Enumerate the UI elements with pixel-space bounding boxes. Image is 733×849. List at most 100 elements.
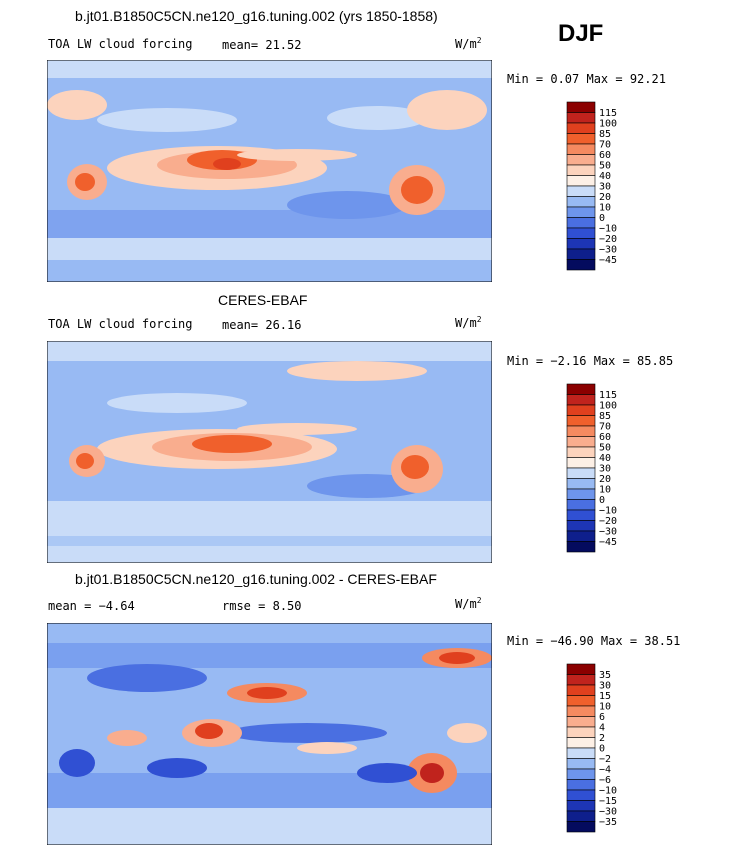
- mean-label: mean= 21.52: [222, 38, 301, 52]
- colorbar-swatch: [566, 122, 596, 134]
- colorbar-tick-label: 115: [599, 108, 617, 119]
- colorbar-swatch: [566, 509, 596, 521]
- colorbar-tick-label: −10: [599, 786, 617, 797]
- colorbar-swatch: [566, 478, 596, 490]
- colorbar-swatch: [566, 488, 596, 500]
- colorbar-tick-label: 60: [599, 432, 611, 443]
- mean-value: 21.52: [265, 38, 302, 52]
- colorbar-tick-label: 100: [599, 401, 617, 412]
- colorbar-swatch: [566, 259, 596, 271]
- mean-label: mean= 26.16: [222, 318, 301, 332]
- colorbar-tick-label: 30: [599, 681, 611, 692]
- colorbar-swatch: [566, 705, 596, 717]
- colorbar-tick-label: −2: [599, 754, 611, 765]
- colorbar-tick-label: 10: [599, 702, 611, 713]
- colorbar-tick-label: 20: [599, 474, 611, 485]
- colorbar-tick-label: −30: [599, 807, 617, 818]
- colorbar-swatch: [566, 436, 596, 448]
- colorbar-tick-label: 70: [599, 140, 611, 151]
- colorbar-swatch: [566, 663, 596, 675]
- colorbar-tick-label: −4: [599, 765, 611, 776]
- colorbar-swatch: [566, 143, 596, 155]
- colorbar-tick-label: 10: [599, 485, 611, 496]
- minmax-label: Min = −46.90 Max = 38.51: [507, 634, 681, 648]
- colorbar-swatch: [566, 457, 596, 469]
- colorbar-tick-label: 35: [599, 670, 611, 681]
- colorbar-tick-label: −35: [599, 817, 617, 828]
- units-exp: 2: [476, 596, 482, 605]
- units-label: W/m2: [455, 315, 482, 330]
- colorbar-tick-label: −30: [599, 527, 617, 538]
- colorbar-swatch: [566, 467, 596, 479]
- colorbar-swatch: [566, 789, 596, 801]
- colorbar-swatch: [566, 716, 596, 728]
- colorbar-tick-label: 40: [599, 171, 611, 182]
- colorbar-swatch: [566, 164, 596, 176]
- colorbar-swatch: [566, 684, 596, 696]
- colorbar-tick-label: −10: [599, 224, 617, 235]
- colorbar-tick-label: −10: [599, 506, 617, 517]
- colorbar-tick-label: 30: [599, 182, 611, 193]
- colorbar-tick-label: 100: [599, 119, 617, 130]
- colorbar-swatch: [566, 758, 596, 770]
- map-panel-model: [47, 60, 492, 282]
- colorbar-tick-label: 40: [599, 453, 611, 464]
- colorbar-swatch: [566, 737, 596, 749]
- colorbar-swatch: [566, 206, 596, 218]
- colorbar-tick-label: 20: [599, 192, 611, 203]
- colorbar-tick-label: 30: [599, 464, 611, 475]
- colorbar-tick-label: 85: [599, 411, 611, 422]
- colorbar-tick-label: −30: [599, 245, 617, 256]
- mean-key: mean=: [222, 318, 259, 332]
- colorbar-swatch: [566, 175, 596, 187]
- minmax-label: Min = 0.07 Max = 92.21: [507, 72, 666, 86]
- colorbar-tick-label: 50: [599, 443, 611, 454]
- colorbar-swatch: [566, 248, 596, 260]
- colorbar-swatch: [566, 800, 596, 812]
- season-label: DJF: [558, 20, 604, 47]
- minmax-label: Min = −2.16 Max = 85.85: [507, 354, 674, 368]
- colorbar-swatch: [566, 541, 596, 553]
- colorbar-swatch: [566, 821, 596, 833]
- colorbar-swatch: [566, 217, 596, 229]
- units-label: W/m2: [455, 36, 482, 51]
- panel-title: CERES-EBAF: [218, 292, 308, 308]
- colorbar-swatch: [566, 185, 596, 197]
- colorbar-tick-label: −45: [599, 537, 617, 548]
- colorbar-swatch: [566, 695, 596, 707]
- colorbar-swatch: [566, 112, 596, 124]
- map-panel-difference: [47, 623, 492, 845]
- colorbar-tick-label: 0: [599, 495, 605, 506]
- colorbar-tick-label: −45: [599, 255, 617, 266]
- colorbar-tick-label: 50: [599, 161, 611, 172]
- units-base: W/m: [455, 597, 477, 611]
- colorbar-swatch: [566, 154, 596, 166]
- units-label: W/m2: [455, 596, 482, 611]
- units-base: W/m: [455, 37, 477, 51]
- units-base: W/m: [455, 316, 477, 330]
- colorbar-swatch: [566, 810, 596, 822]
- units-exp: 2: [476, 36, 482, 45]
- colorbar-swatch: [566, 404, 596, 416]
- colorbar-swatch: [566, 747, 596, 759]
- mean-key: mean=: [222, 38, 259, 52]
- colorbar-swatch: [566, 768, 596, 780]
- colorbar-swatch: [566, 674, 596, 686]
- colorbar-tick-label: 6: [599, 712, 605, 723]
- colorbar-tick-label: 70: [599, 422, 611, 433]
- colorbar-tick-label: 0: [599, 744, 605, 755]
- panel-title: b.jt01.B1850C5CN.ne120_g16.tuning.002 (y…: [75, 8, 438, 24]
- colorbar-tick-label: 2: [599, 733, 605, 744]
- units-exp: 2: [476, 315, 482, 324]
- rmse-key: rmse =: [222, 599, 266, 613]
- colorbar-swatch: [566, 394, 596, 406]
- colorbar-swatch: [566, 196, 596, 208]
- colorbar-tick-label: −20: [599, 234, 617, 245]
- map-panel-observation: [47, 341, 492, 563]
- mean-value: 26.16: [265, 318, 302, 332]
- colorbar-swatch: [566, 779, 596, 791]
- colorbar-swatch: [566, 446, 596, 458]
